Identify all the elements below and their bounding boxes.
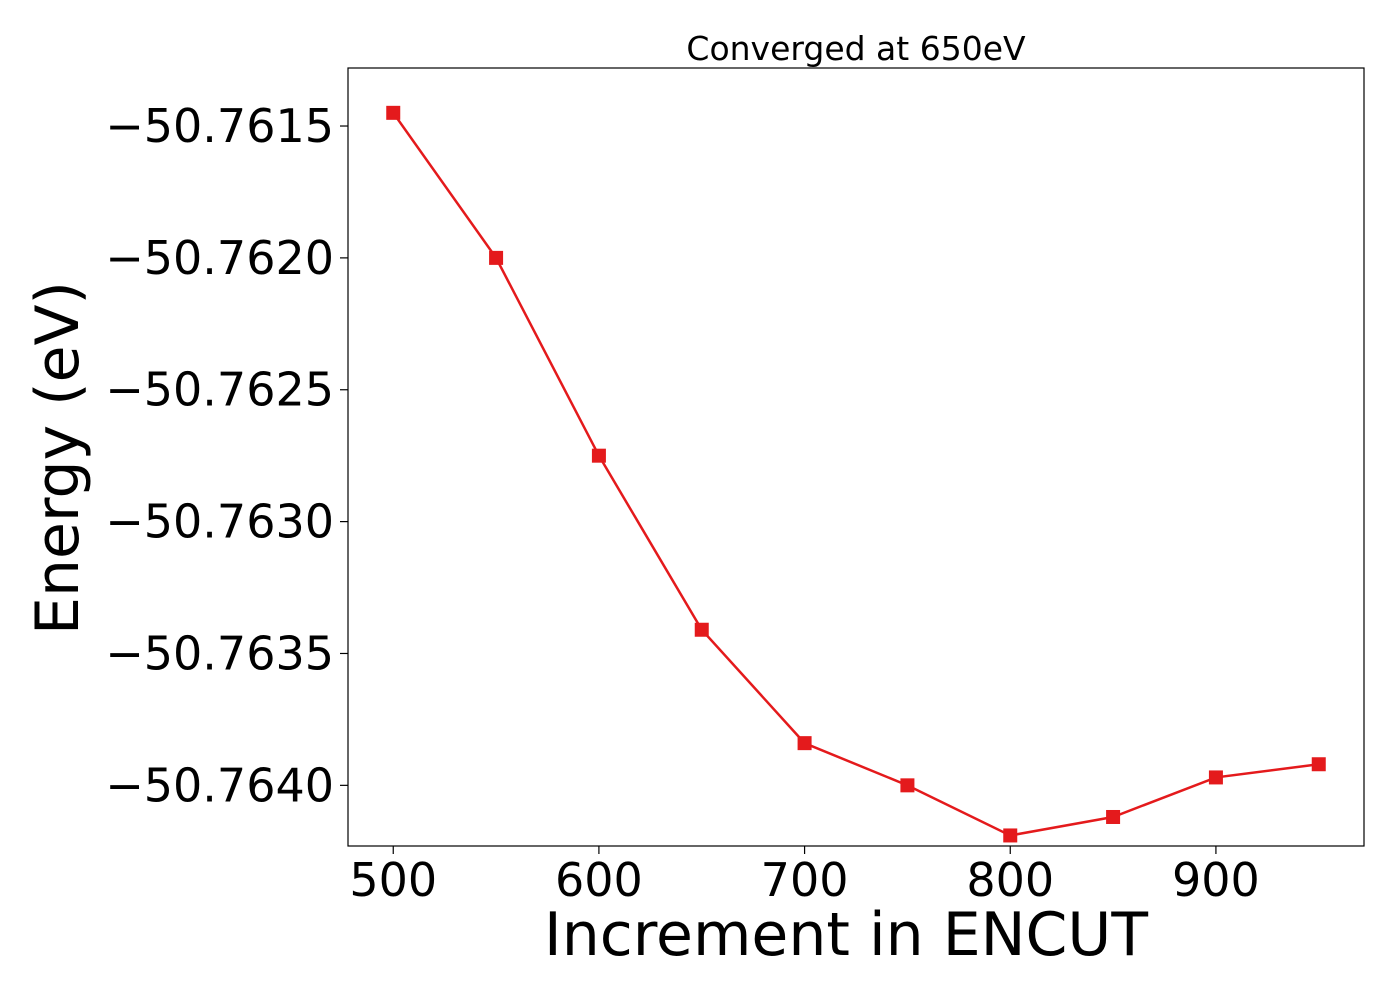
data-point-marker [694, 622, 709, 637]
data-point-marker [1106, 809, 1121, 824]
x-tick-label: 700 [761, 853, 849, 907]
data-point-marker [489, 250, 504, 265]
y-tick-label: −50.7620 [105, 231, 334, 285]
y-axis-label: Energy (eV) [23, 281, 93, 635]
series-layer [386, 105, 1326, 843]
data-point-marker [1311, 757, 1326, 772]
data-point-marker [386, 105, 401, 120]
data-point-marker [591, 448, 606, 463]
data-point-marker [900, 778, 915, 793]
x-tick-label: 600 [555, 853, 643, 907]
y-tick-label: −50.7615 [105, 99, 334, 153]
series-line [392, 112, 1319, 837]
x-axis: 500 600 700 800 900 [349, 846, 1260, 907]
y-tick-label: −50.7630 [105, 495, 334, 549]
x-axis-label: Increment in ENCUT [544, 900, 1148, 970]
data-point-marker [1003, 828, 1018, 843]
y-tick-label: −50.7635 [105, 626, 334, 680]
plot-area [347, 67, 1365, 847]
x-tick-label: 900 [1172, 853, 1260, 907]
data-point-marker [797, 736, 812, 751]
x-tick-label: 800 [966, 853, 1054, 907]
chart-title: Converged at 650eV [686, 29, 1026, 68]
x-tick-label: 500 [349, 853, 437, 907]
y-tick-label: −50.7625 [105, 363, 334, 417]
data-point-marker [1208, 770, 1223, 785]
y-axis: −50.7615 −50.7620 −50.7625 −50.7630 −50.7635… [105, 99, 348, 812]
y-tick-label: −50.7640 [105, 758, 334, 812]
